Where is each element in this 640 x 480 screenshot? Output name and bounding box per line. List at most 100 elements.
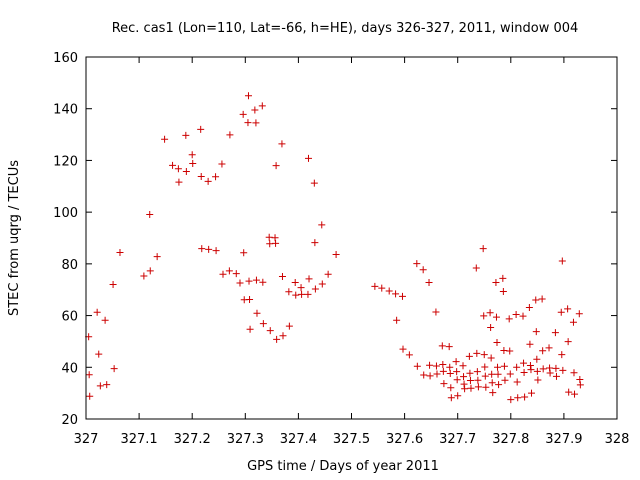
data-point bbox=[466, 376, 474, 384]
data-point bbox=[305, 275, 313, 283]
data-point bbox=[292, 291, 300, 299]
x-tick-label: 327.5 bbox=[333, 432, 370, 447]
y-tick-label: 100 bbox=[53, 206, 78, 221]
data-point bbox=[452, 358, 460, 366]
data-point bbox=[466, 369, 474, 377]
data-point bbox=[473, 349, 481, 357]
data-point bbox=[569, 318, 577, 326]
data-point bbox=[188, 151, 196, 159]
data-point bbox=[253, 309, 261, 317]
data-point bbox=[526, 340, 534, 348]
data-point bbox=[291, 278, 299, 286]
data-point bbox=[486, 309, 494, 317]
x-axis-label: GPS time / Days of year 2011 bbox=[247, 459, 439, 474]
data-point bbox=[564, 338, 572, 346]
data-point bbox=[525, 304, 533, 312]
data-point bbox=[488, 370, 496, 378]
data-point bbox=[539, 365, 547, 373]
data-point bbox=[399, 345, 407, 353]
data-point bbox=[558, 257, 566, 265]
data-point bbox=[85, 371, 93, 379]
data-point bbox=[198, 245, 206, 253]
data-point bbox=[103, 381, 111, 389]
data-point bbox=[519, 312, 527, 320]
data-point bbox=[532, 296, 540, 304]
data-point bbox=[219, 270, 227, 278]
data-point bbox=[232, 270, 240, 278]
data-point bbox=[153, 253, 161, 261]
data-point bbox=[576, 375, 584, 383]
data-point bbox=[558, 351, 566, 359]
data-point bbox=[454, 392, 462, 400]
data-point bbox=[546, 369, 554, 377]
data-point bbox=[501, 376, 509, 384]
data-point bbox=[259, 278, 267, 286]
data-point bbox=[461, 385, 469, 393]
data-point bbox=[297, 284, 305, 292]
data-point bbox=[324, 270, 332, 278]
data-point bbox=[174, 165, 182, 173]
chart-title: Rec. cas1 (Lon=110, Lat=-66, h=HE), days… bbox=[112, 21, 579, 36]
data-point bbox=[245, 277, 253, 285]
x-axis: 327 327.1 327.2 327.3 327.4 327.5 327.6 327.7 32… bbox=[74, 57, 629, 447]
data-point bbox=[539, 347, 547, 355]
data-point bbox=[513, 378, 521, 386]
data-point bbox=[445, 343, 453, 351]
data-point bbox=[273, 335, 281, 343]
data-point bbox=[239, 110, 247, 118]
data-point bbox=[110, 365, 118, 373]
data-point bbox=[570, 369, 578, 377]
data-point bbox=[488, 379, 496, 387]
data-point bbox=[467, 384, 475, 392]
data-point bbox=[439, 360, 447, 368]
y-tick-label: 120 bbox=[53, 154, 78, 169]
data-point bbox=[182, 168, 190, 176]
data-point bbox=[175, 178, 183, 186]
data-point bbox=[304, 154, 312, 162]
data-point bbox=[505, 315, 513, 323]
data-point bbox=[489, 389, 497, 397]
data-point bbox=[212, 247, 220, 255]
data-point bbox=[140, 272, 148, 280]
data-point bbox=[482, 383, 490, 391]
data-point bbox=[318, 280, 326, 288]
data-point bbox=[279, 332, 287, 340]
data-point bbox=[252, 276, 260, 284]
data-point bbox=[252, 119, 260, 127]
data-point bbox=[494, 370, 502, 378]
y-tick-label: 140 bbox=[53, 103, 78, 118]
data-point bbox=[197, 125, 205, 133]
data-point bbox=[426, 372, 434, 380]
data-point bbox=[513, 363, 521, 371]
data-point bbox=[311, 285, 319, 293]
data-point bbox=[398, 292, 406, 300]
data-point bbox=[495, 381, 503, 389]
data-point bbox=[272, 162, 280, 170]
data-point bbox=[419, 266, 427, 274]
data-point bbox=[251, 106, 259, 114]
data-point bbox=[413, 260, 421, 268]
data-point bbox=[446, 363, 454, 371]
data-point bbox=[240, 249, 248, 257]
data-point bbox=[557, 308, 565, 316]
data-point bbox=[318, 221, 326, 229]
data-point bbox=[311, 239, 319, 247]
data-point bbox=[487, 354, 495, 362]
data-point bbox=[446, 369, 454, 377]
data-point bbox=[161, 135, 169, 143]
data-point bbox=[304, 290, 312, 298]
y-tick-label: 40 bbox=[61, 361, 78, 376]
data-point bbox=[559, 366, 567, 374]
data-point bbox=[493, 338, 501, 346]
data-point bbox=[564, 305, 572, 313]
data-point bbox=[500, 362, 508, 370]
data-point bbox=[546, 364, 554, 372]
data-point bbox=[459, 362, 467, 370]
data-point bbox=[453, 368, 461, 376]
data-point bbox=[506, 370, 514, 378]
data-point bbox=[514, 394, 522, 402]
x-tick-label: 327.6 bbox=[386, 432, 423, 447]
data-point bbox=[420, 371, 428, 379]
x-tick-label: 327.3 bbox=[227, 432, 264, 447]
